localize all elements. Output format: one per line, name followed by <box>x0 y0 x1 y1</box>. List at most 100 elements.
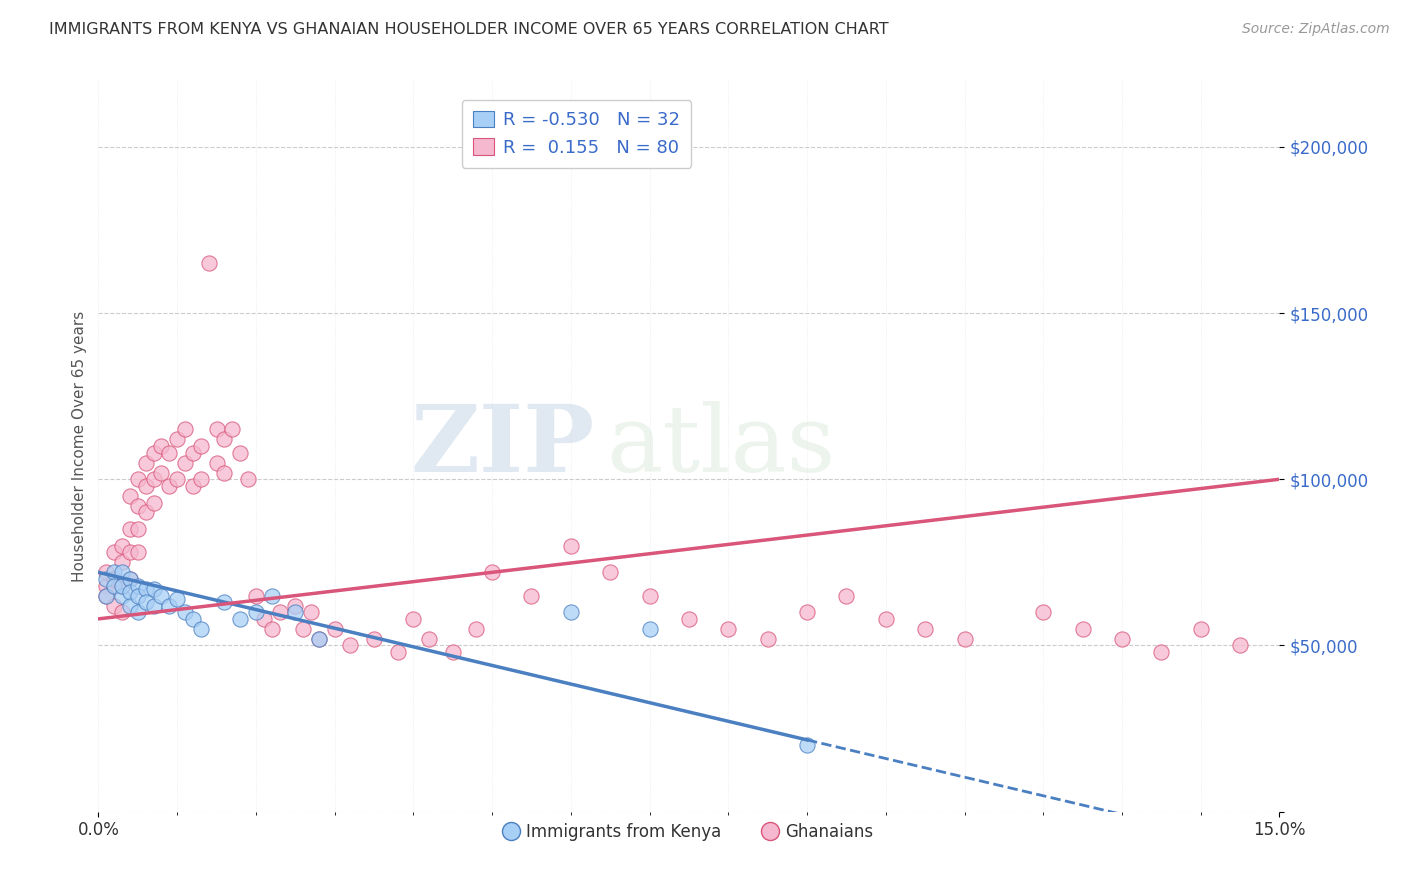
Point <box>190 439 212 453</box>
Point <box>214 466 236 480</box>
Point <box>236 472 259 486</box>
Point <box>111 555 134 569</box>
Point <box>205 456 228 470</box>
Point <box>127 472 149 486</box>
Point <box>197 256 219 270</box>
Point <box>181 612 204 626</box>
Text: IMMIGRANTS FROM KENYA VS GHANAIAN HOUSEHOLDER INCOME OVER 65 YEARS CORRELATION C: IMMIGRANTS FROM KENYA VS GHANAIAN HOUSEH… <box>49 22 889 37</box>
Point <box>111 589 134 603</box>
Point <box>103 579 125 593</box>
Point <box>284 599 307 613</box>
Point <box>796 605 818 619</box>
Point <box>181 479 204 493</box>
Point <box>465 622 488 636</box>
Point <box>214 433 236 447</box>
Point <box>402 612 425 626</box>
Point <box>111 566 134 580</box>
Point <box>299 605 322 619</box>
Point <box>150 466 173 480</box>
Point <box>127 605 149 619</box>
Point <box>253 612 276 626</box>
Point <box>103 572 125 586</box>
Point <box>953 632 976 646</box>
Point <box>111 605 134 619</box>
Point <box>174 422 197 436</box>
Text: atlas: atlas <box>606 401 835 491</box>
Point <box>190 472 212 486</box>
Point <box>118 585 141 599</box>
Point <box>260 622 283 636</box>
Point <box>875 612 897 626</box>
Legend: Immigrants from Kenya, Ghanaians: Immigrants from Kenya, Ghanaians <box>498 816 880 847</box>
Point <box>441 645 464 659</box>
Point <box>127 589 149 603</box>
Point <box>174 605 197 619</box>
Point <box>103 599 125 613</box>
Point <box>269 605 291 619</box>
Point <box>481 566 503 580</box>
Point <box>142 472 165 486</box>
Point <box>166 591 188 606</box>
Point <box>1111 632 1133 646</box>
Point <box>756 632 779 646</box>
Point <box>157 445 180 459</box>
Point <box>135 479 157 493</box>
Point <box>142 495 165 509</box>
Point <box>308 632 330 646</box>
Point <box>166 433 188 447</box>
Point <box>118 599 141 613</box>
Point <box>308 632 330 646</box>
Text: ZIP: ZIP <box>411 401 595 491</box>
Point <box>1189 622 1212 636</box>
Point <box>174 456 197 470</box>
Point <box>245 589 267 603</box>
Point <box>118 489 141 503</box>
Point <box>190 622 212 636</box>
Point <box>166 472 188 486</box>
Point <box>127 579 149 593</box>
Point <box>103 579 125 593</box>
Point <box>260 589 283 603</box>
Point <box>181 445 204 459</box>
Point <box>157 479 180 493</box>
Point <box>205 422 228 436</box>
Point <box>560 539 582 553</box>
Point <box>127 499 149 513</box>
Point <box>96 589 118 603</box>
Point <box>229 612 252 626</box>
Point <box>135 595 157 609</box>
Point <box>103 566 125 580</box>
Point <box>111 579 134 593</box>
Point <box>150 439 173 453</box>
Point <box>142 445 165 459</box>
Point <box>118 572 141 586</box>
Point <box>284 605 307 619</box>
Point <box>111 579 134 593</box>
Point <box>1229 639 1251 653</box>
Point <box>560 605 582 619</box>
Point <box>717 622 740 636</box>
Point <box>118 572 141 586</box>
Point <box>127 522 149 536</box>
Point <box>96 566 118 580</box>
Point <box>142 582 165 596</box>
Point <box>835 589 858 603</box>
Point <box>96 589 118 603</box>
Point <box>638 622 661 636</box>
Point <box>135 506 157 520</box>
Point <box>135 582 157 596</box>
Point <box>221 422 243 436</box>
Point <box>387 645 409 659</box>
Point <box>796 738 818 752</box>
Point <box>157 599 180 613</box>
Point <box>418 632 440 646</box>
Point <box>118 522 141 536</box>
Point <box>150 589 173 603</box>
Y-axis label: Householder Income Over 65 years: Householder Income Over 65 years <box>72 310 87 582</box>
Point <box>914 622 936 636</box>
Point <box>96 579 118 593</box>
Point <box>229 445 252 459</box>
Point <box>111 539 134 553</box>
Point <box>678 612 700 626</box>
Text: Source: ZipAtlas.com: Source: ZipAtlas.com <box>1241 22 1389 37</box>
